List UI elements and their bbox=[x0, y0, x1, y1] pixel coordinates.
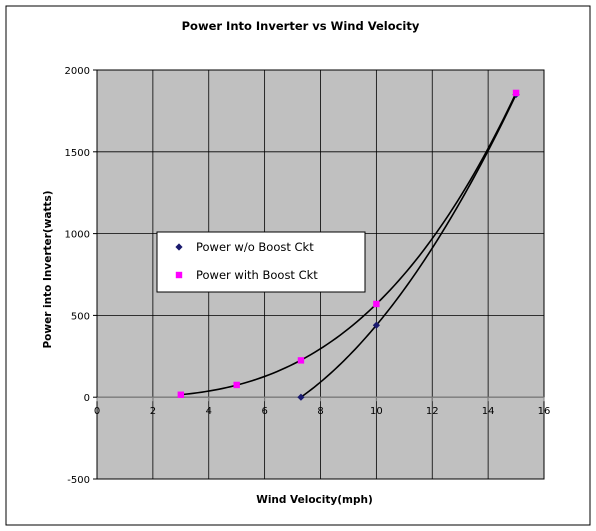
chart-title: Power Into Inverter vs Wind Velocity bbox=[182, 19, 420, 33]
data-point bbox=[177, 391, 185, 398]
data-point bbox=[297, 357, 305, 364]
x-axis-label: Wind Velocity(mph) bbox=[256, 494, 373, 506]
y-tick-label: 2000 bbox=[65, 66, 90, 77]
data-point bbox=[373, 300, 380, 308]
y-tick-label: 1500 bbox=[65, 148, 90, 159]
x-tick-label: 2 bbox=[150, 406, 156, 417]
data-point bbox=[297, 393, 305, 401]
y-tick-label: 1000 bbox=[65, 230, 90, 241]
legend-marker bbox=[175, 243, 183, 251]
x-tick-label: 6 bbox=[261, 406, 267, 417]
legend-marker bbox=[175, 271, 183, 279]
x-tick-label: 16 bbox=[538, 406, 551, 417]
x-tick-label: 10 bbox=[370, 406, 383, 417]
x-tick-label: 8 bbox=[317, 406, 323, 417]
legend: Power w/o Boost Ckt Power with Boost Ckt bbox=[156, 231, 366, 293]
trendline bbox=[300, 94, 517, 398]
legend-label: Power with Boost Ckt bbox=[196, 268, 318, 282]
y-tick-label: 0 bbox=[84, 393, 90, 404]
legend-label: Power w/o Boost Ckt bbox=[196, 240, 314, 254]
y-tick-label: 500 bbox=[71, 311, 90, 322]
x-tick-label: 4 bbox=[206, 406, 212, 417]
x-tick-label: 14 bbox=[482, 406, 495, 417]
x-tick-label: 0 bbox=[94, 406, 100, 417]
y-axis-label: Power into Inverter(watts) bbox=[42, 190, 54, 348]
data-point bbox=[372, 321, 380, 329]
data-point bbox=[233, 381, 240, 389]
data-point bbox=[512, 89, 520, 97]
y-tick-label: -500 bbox=[67, 475, 90, 486]
legend-box bbox=[156, 231, 366, 293]
x-tick-label: 12 bbox=[426, 406, 439, 417]
